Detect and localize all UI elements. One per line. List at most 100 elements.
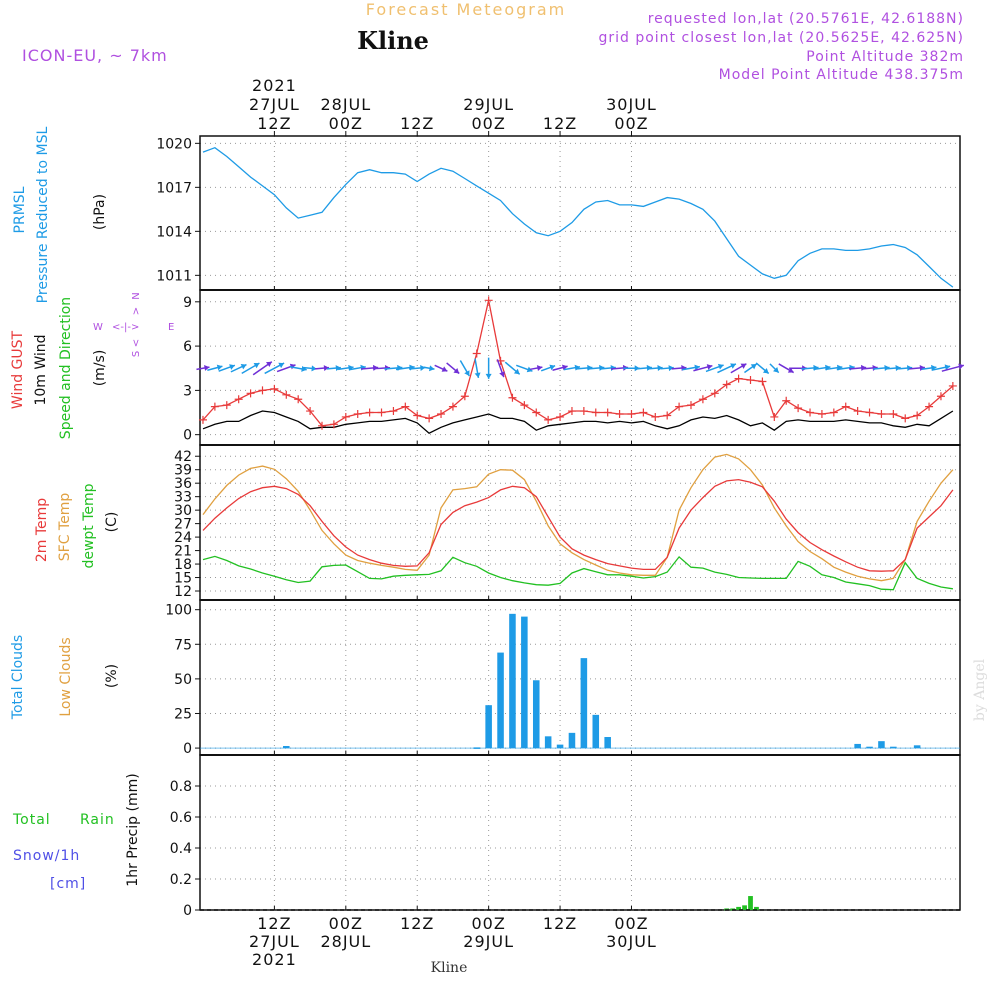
gust-marker [722,380,731,389]
gust-marker [353,410,362,418]
wind-arrow [530,365,543,371]
wind-arrow [496,359,505,378]
gust-marker [508,393,517,402]
gust-marker [556,412,565,421]
wind-arrow-head [253,363,260,369]
gust-marker [365,408,374,417]
snow-unit-label: [cm] [50,876,86,892]
total-cloud-bar [878,741,885,749]
y-tick-label: 1011 [156,268,192,284]
gust-marker [817,410,826,418]
gust-marker [294,395,303,404]
y-tick-label: 0.8 [170,779,192,795]
wind-arrow [909,365,925,371]
wind-arrow [314,365,330,372]
wind-arrow-head [762,367,769,374]
gust-marker [948,381,957,390]
wind-arrow [885,365,901,372]
total-cloud-bar [544,736,552,749]
wind-arrow [705,363,724,373]
wind-arrow-head [266,361,272,368]
total-label: Total [12,812,51,828]
wind-arrow [717,363,737,374]
time-label-top: 00Z [471,114,505,133]
wind-arrow-head [348,364,354,371]
wind-arrow-head [730,363,736,369]
total-cloud-bar [580,658,588,749]
time-label-top: 00Z [614,114,648,133]
footer-station: Kline [431,960,468,976]
gust-marker [532,408,541,417]
gust-marker [282,390,291,399]
wind-arrow-head [429,365,435,372]
gust-marker [437,410,446,418]
wind-arrow [769,363,780,374]
total-cloud-bar [913,745,921,749]
gust-marker [663,411,672,420]
wind-arrow [264,362,285,375]
wind-arrow-head [750,363,757,370]
wind-arrow-head [657,365,663,372]
wind-arrow [303,365,317,372]
wind-arrow-head [240,363,247,370]
gust-marker [889,410,898,418]
wind-arrow [207,364,223,371]
wind-arrow [218,364,236,372]
model-label: ICON-EU, ~ 7km [22,46,168,65]
prmsl-label: PRMSL [12,186,28,233]
station-name: Kline [357,26,429,55]
time-label-top: 27JUL [249,95,300,114]
compass-s: S [131,351,142,357]
gust-marker [913,411,922,420]
gust-marker [591,408,600,417]
time-label-bottom: 12Z [400,914,434,933]
gust-line [202,300,954,427]
gust-marker [318,421,327,430]
wind-arrow-head [958,363,964,370]
wind-arrow-head [278,362,285,369]
wind-arrow [730,363,747,374]
total-cloud-bar [592,714,600,749]
wind-arrow-head [536,365,543,371]
panels: 1020101710141011963042393633302724211815… [156,131,961,919]
watermark: by Angel [972,658,988,721]
speed-direction-label: Speed and Direction [58,297,74,439]
gust-marker [258,386,267,395]
wind-arrow-head [464,370,470,377]
wind-arrow-head [549,364,556,371]
y-tick-label: 0.2 [170,872,192,888]
wind-arrow-head [453,367,460,374]
pressure-series [202,146,954,288]
panel-clouds: 100 75 50 25 0 [165,599,961,757]
gust-marker [234,395,243,404]
compass-e: E [168,322,174,333]
panel-pressure: 1020 1017 1014 1011 [156,135,961,291]
total-cloud-bar [854,743,861,749]
wind-arrow-head [513,368,520,375]
wind-arrow-head [740,363,747,369]
time-label-top: 30JUL [606,95,657,114]
wind-arrow-head [668,365,674,372]
y-tick-label: 0 [183,741,192,757]
gust-marker [841,402,850,411]
y-tick-label: 36 [174,476,192,492]
gust-marker [794,404,803,413]
panel-precip: 0.8 0.6 0.4 0.2 0 [170,754,961,919]
total-cloud-bar [568,732,576,749]
time-label-top: 2021 [252,76,297,95]
gust-label: Wind GUST [10,330,26,409]
gust-marker [770,412,779,421]
gust-marker [484,296,493,305]
gust-marker [639,408,648,417]
wind-arrow-head [526,366,533,373]
total-clouds-label: Total Clouds [10,635,26,720]
wind-arrow [873,364,890,371]
wind-arrow [474,358,481,379]
y-tick-label: 21 [174,544,192,560]
compass-we-line: <-|-> [112,322,139,333]
compass-rose: N > W <-|-> E < S [93,292,174,357]
wind-arrow-head [420,364,426,371]
wind-arrow [252,361,273,376]
